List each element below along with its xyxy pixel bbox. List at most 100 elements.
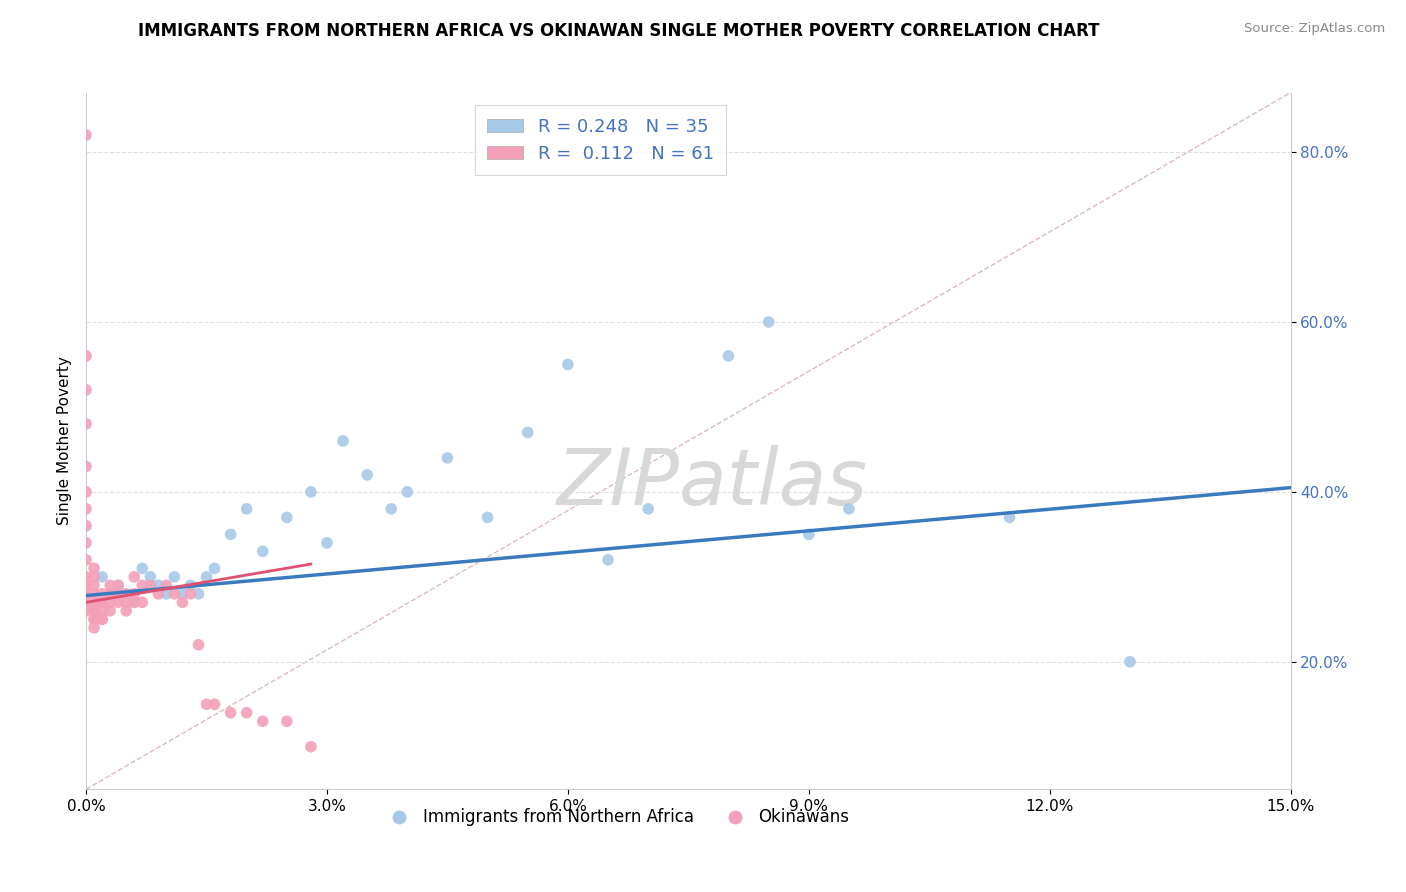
Point (91, 587, 114, 601)
Point (131, 578, 153, 592)
Point (75, 553, 97, 567)
Point (436, 450, 458, 465)
Point (396, 484, 419, 499)
Point (115, 604, 138, 618)
Point (516, 425, 538, 440)
Point (155, 587, 177, 601)
Point (187, 587, 209, 601)
Point (155, 578, 177, 592)
Point (299, 484, 322, 499)
Point (75, 484, 97, 499)
Point (797, 527, 820, 541)
Point (83, 604, 105, 618)
Point (83, 612, 105, 626)
Point (107, 578, 129, 592)
Point (83, 612, 105, 626)
Point (276, 510, 298, 524)
Point (139, 570, 162, 584)
Point (91, 595, 114, 609)
Point (477, 510, 499, 524)
Point (91, 604, 114, 618)
Point (380, 501, 402, 516)
Point (75, 578, 97, 592)
Point (148, 578, 170, 592)
Text: IMMIGRANTS FROM NORTHERN AFRICA VS OKINAWAN SINGLE MOTHER POVERTY CORRELATION CH: IMMIGRANTS FROM NORTHERN AFRICA VS OKINA… (138, 22, 1099, 40)
Point (107, 595, 129, 609)
Point (276, 714, 298, 729)
Point (252, 714, 274, 729)
Point (717, 349, 740, 363)
Point (91, 612, 114, 626)
Point (219, 527, 242, 541)
Point (83, 595, 105, 609)
Point (131, 561, 153, 575)
Point (172, 587, 194, 601)
Point (75, 604, 97, 618)
Point (1119, 655, 1142, 669)
Point (122, 587, 145, 601)
Point (316, 536, 339, 550)
Point (75, 501, 97, 516)
Point (758, 315, 780, 329)
Point (75, 459, 97, 474)
Point (131, 595, 153, 609)
Point (115, 595, 138, 609)
Point (838, 501, 860, 516)
Point (75, 383, 97, 397)
Point (195, 698, 218, 712)
Point (75, 536, 97, 550)
Point (75, 570, 97, 584)
Point (235, 501, 257, 516)
Point (637, 501, 659, 516)
Point (83, 604, 105, 618)
Point (195, 570, 218, 584)
Point (596, 553, 619, 567)
Point (83, 595, 105, 609)
Point (332, 434, 354, 448)
Point (235, 706, 257, 720)
Point (98, 578, 121, 592)
Point (107, 578, 129, 592)
Point (179, 578, 201, 592)
Point (98, 604, 121, 618)
Point (75, 417, 97, 431)
Point (299, 739, 322, 754)
Y-axis label: Single Mother Poverty: Single Mother Poverty (58, 357, 72, 525)
Point (91, 570, 114, 584)
Text: ZIPatlas: ZIPatlas (557, 445, 868, 521)
Point (98, 587, 121, 601)
Point (75, 349, 97, 363)
Legend: Immigrants from Northern Africa, Okinawans: Immigrants from Northern Africa, Okinawa… (375, 802, 856, 833)
Point (163, 587, 186, 601)
Point (204, 698, 226, 712)
Point (75, 595, 97, 609)
Point (83, 621, 105, 635)
Point (75, 587, 97, 601)
Point (83, 570, 105, 584)
Point (115, 587, 138, 601)
Point (91, 612, 114, 626)
Point (204, 561, 226, 575)
Point (122, 595, 145, 609)
Point (122, 570, 145, 584)
Point (172, 595, 194, 609)
Point (98, 595, 121, 609)
Point (75, 519, 97, 533)
Point (187, 638, 209, 652)
Point (998, 510, 1021, 524)
Point (179, 587, 201, 601)
Point (107, 587, 129, 601)
Point (557, 358, 579, 372)
Point (83, 587, 105, 601)
Point (91, 595, 114, 609)
Point (219, 706, 242, 720)
Point (83, 578, 105, 592)
Point (83, 561, 105, 575)
Point (252, 544, 274, 558)
Point (356, 467, 378, 482)
Point (148, 587, 170, 601)
Point (139, 578, 162, 592)
Point (163, 570, 186, 584)
Point (75, 128, 97, 142)
Point (122, 595, 145, 609)
